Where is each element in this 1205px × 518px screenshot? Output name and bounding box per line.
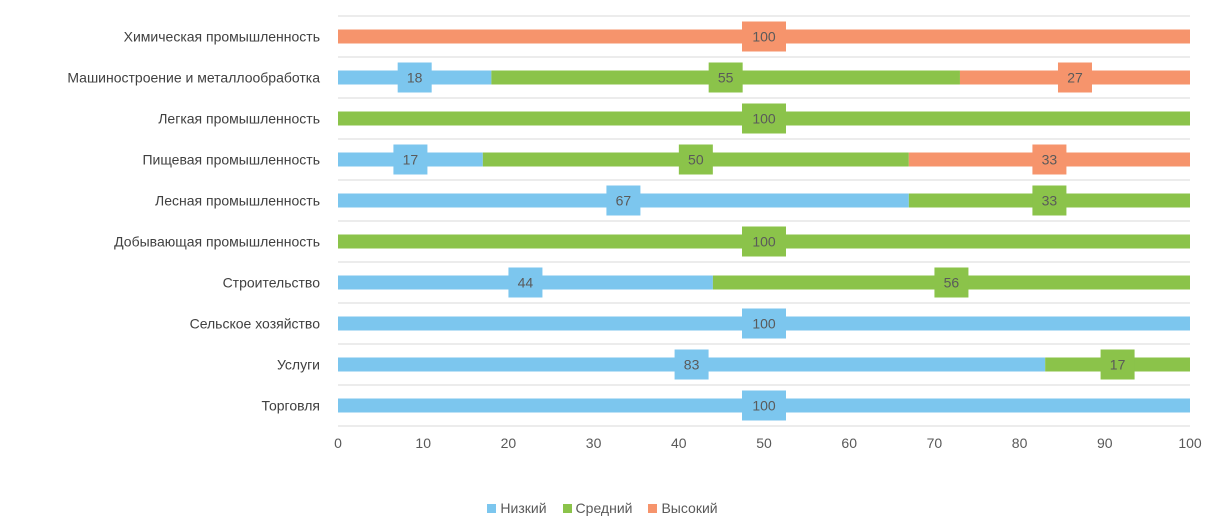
data-label-box (742, 103, 786, 134)
x-tick-label: 30 (586, 435, 602, 451)
data-label: 56 (944, 275, 960, 291)
x-tick-label: 70 (927, 435, 943, 451)
data-label-box (606, 185, 641, 216)
x-tick-label: 100 (1178, 435, 1202, 451)
category-label: Пищевая промышленность (142, 152, 320, 168)
legend-label: Высокий (661, 500, 718, 516)
data-labels: 100 18 55 27 100 17 50 33 67 33 100 44 56 100 83 17 100 (393, 21, 1135, 421)
data-label: 27 (1067, 70, 1083, 86)
category-label: Торговля (262, 398, 320, 414)
data-label: 33 (1042, 193, 1058, 209)
category-label: Машиностроение и металлообработка (67, 70, 320, 86)
data-label-box (1057, 62, 1092, 93)
x-tick-label: 60 (841, 435, 857, 451)
legend-label: Средний (575, 500, 633, 516)
data-label-box (742, 226, 786, 257)
x-tick-label: 20 (501, 435, 517, 451)
category-labels: Химическая промышленность Машиностроение … (67, 29, 320, 414)
x-tick-label: 40 (671, 435, 687, 451)
data-label-box (1032, 185, 1067, 216)
data-label-box (508, 267, 543, 298)
data-label-box (708, 62, 743, 93)
data-label-box (393, 144, 428, 175)
x-tick-labels: 0 10 20 30 40 50 60 70 80 90 100 (334, 435, 1202, 451)
data-label-box (1032, 144, 1067, 175)
data-label-box (678, 144, 713, 175)
data-label-box (674, 349, 709, 380)
category-label: Легкая промышленность (158, 111, 320, 127)
category-label: Строительство (223, 275, 321, 291)
data-label: 17 (403, 152, 419, 168)
legend-swatch (487, 503, 497, 513)
x-tick-label: 50 (756, 435, 772, 451)
data-label: 18 (407, 70, 423, 86)
gridlines (338, 15, 1190, 427)
data-label: 100 (752, 316, 776, 332)
x-tick-label: 0 (334, 435, 342, 451)
data-label: 100 (752, 29, 776, 45)
data-label: 17 (1110, 357, 1126, 373)
data-label: 100 (752, 111, 776, 127)
category-label: Химическая промышленность (124, 29, 320, 45)
x-tick-label: 10 (415, 435, 431, 451)
category-label: Лесная промышленность (155, 193, 320, 209)
category-label: Услуги (277, 357, 320, 373)
data-label-box (397, 62, 432, 93)
x-tick-label: 80 (1012, 435, 1028, 451)
legend-item: Низкий (487, 500, 547, 516)
data-label: 83 (684, 357, 700, 373)
data-label: 33 (1042, 152, 1058, 168)
data-label: 67 (616, 193, 632, 209)
data-label-box (742, 390, 786, 421)
data-label: 55 (718, 70, 734, 86)
legend-item: Высокий (648, 500, 718, 516)
data-label-box (742, 21, 786, 52)
legend-swatch (648, 503, 658, 513)
x-tick-label: 90 (1097, 435, 1113, 451)
data-label-box (1100, 349, 1135, 380)
category-label: Добывающая промышленность (114, 234, 320, 250)
data-label: 50 (688, 152, 704, 168)
category-label: Сельское хозяйство (190, 316, 321, 332)
legend: Низкий Средний Высокий (0, 500, 1205, 516)
data-label: 100 (752, 398, 776, 414)
legend-item: Средний (562, 500, 633, 516)
data-label-box (742, 308, 786, 339)
legend-label: Низкий (500, 500, 547, 516)
data-label: 44 (518, 275, 534, 291)
data-label: 100 (752, 234, 776, 250)
data-label-box (934, 267, 969, 298)
legend-swatch (562, 503, 572, 513)
